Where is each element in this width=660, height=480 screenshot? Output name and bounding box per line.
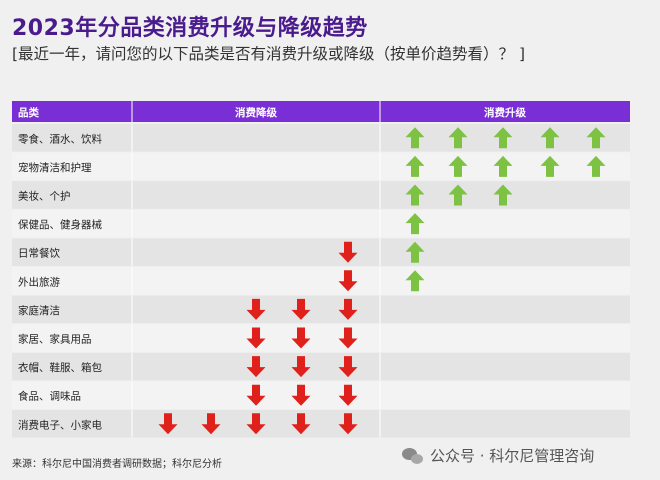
up-arrow-icon (405, 270, 425, 292)
down-arrow-icon (338, 270, 358, 292)
column-header: 消费降级 (235, 106, 277, 119)
down-arrow-icon (291, 384, 311, 406)
source-note: 来源：科尔尼中国消费者调研数据；科尔尼分析 (12, 459, 222, 470)
category-label: 保健品、健身器械 (18, 218, 102, 231)
category-label: 消费电子、小家电 (18, 418, 102, 431)
table-row (12, 181, 630, 209)
table-row (12, 267, 630, 295)
table-row (12, 295, 630, 324)
up-arrow-icon (540, 155, 560, 177)
category-label: 衣帽、鞋服、箱包 (18, 361, 102, 374)
down-arrow-icon (291, 327, 311, 349)
down-arrow-icon (246, 327, 266, 349)
up-arrow-icon (586, 155, 606, 177)
down-arrow-icon (338, 413, 358, 435)
up-arrow-icon (405, 155, 425, 177)
down-arrow-icon (338, 327, 358, 349)
table-row (12, 410, 630, 438)
category-label: 食品、调味品 (18, 390, 81, 403)
up-arrow-icon (405, 127, 425, 149)
up-arrow-icon (493, 155, 513, 177)
down-arrow-icon (338, 384, 358, 406)
down-arrow-icon (338, 298, 358, 320)
down-arrow-icon (338, 356, 358, 378)
table-row (12, 352, 630, 381)
table-row (12, 324, 630, 352)
column-header: 品类 (18, 106, 39, 119)
chart-subtitle: [最近一年，请问您的以下品类是否有消费升级或降级（按单价趋势看）？ ] (12, 45, 526, 63)
table-row (12, 381, 630, 409)
down-arrow-icon (338, 241, 358, 263)
chart-title: 2023年分品类消费升级与降级趋势 (12, 16, 368, 41)
down-arrow-icon (291, 356, 311, 378)
up-arrow-icon (405, 184, 425, 206)
up-arrow-icon (405, 241, 425, 263)
up-arrow-icon (493, 127, 513, 149)
up-arrow-icon (448, 127, 468, 149)
down-arrow-icon (291, 413, 311, 435)
up-arrow-icon (448, 155, 468, 177)
category-label: 家居、家具用品 (18, 333, 92, 346)
table-row (12, 152, 630, 181)
category-label: 外出旅游 (18, 275, 60, 288)
column-header: 消费升级 (484, 106, 526, 119)
category-label: 家庭清洁 (18, 304, 60, 317)
table-row (12, 209, 630, 238)
up-arrow-icon (586, 127, 606, 149)
watermark: 公众号 · 科尔尼管理咨询 (402, 445, 594, 466)
down-arrow-icon (201, 413, 221, 435)
category-label: 宠物清洁和护理 (18, 161, 92, 174)
category-label: 日常餐饮 (18, 247, 60, 260)
table-row (12, 238, 630, 266)
down-arrow-icon (246, 413, 266, 435)
down-arrow-icon (158, 413, 178, 435)
table-row (12, 124, 630, 152)
up-arrow-icon (448, 184, 468, 206)
down-arrow-icon (291, 298, 311, 320)
table-header-bar (12, 101, 630, 122)
watermark-text: 公众号 · 科尔尼管理咨询 (430, 447, 595, 465)
up-arrow-icon (493, 184, 513, 206)
down-arrow-icon (246, 298, 266, 320)
up-arrow-icon (405, 213, 425, 235)
wechat-icon (402, 447, 424, 465)
down-arrow-icon (246, 356, 266, 378)
up-arrow-icon (540, 127, 560, 149)
down-arrow-icon (246, 384, 266, 406)
category-label: 美妆、个护 (18, 190, 71, 203)
category-label: 零食、酒水、饮料 (18, 132, 102, 145)
